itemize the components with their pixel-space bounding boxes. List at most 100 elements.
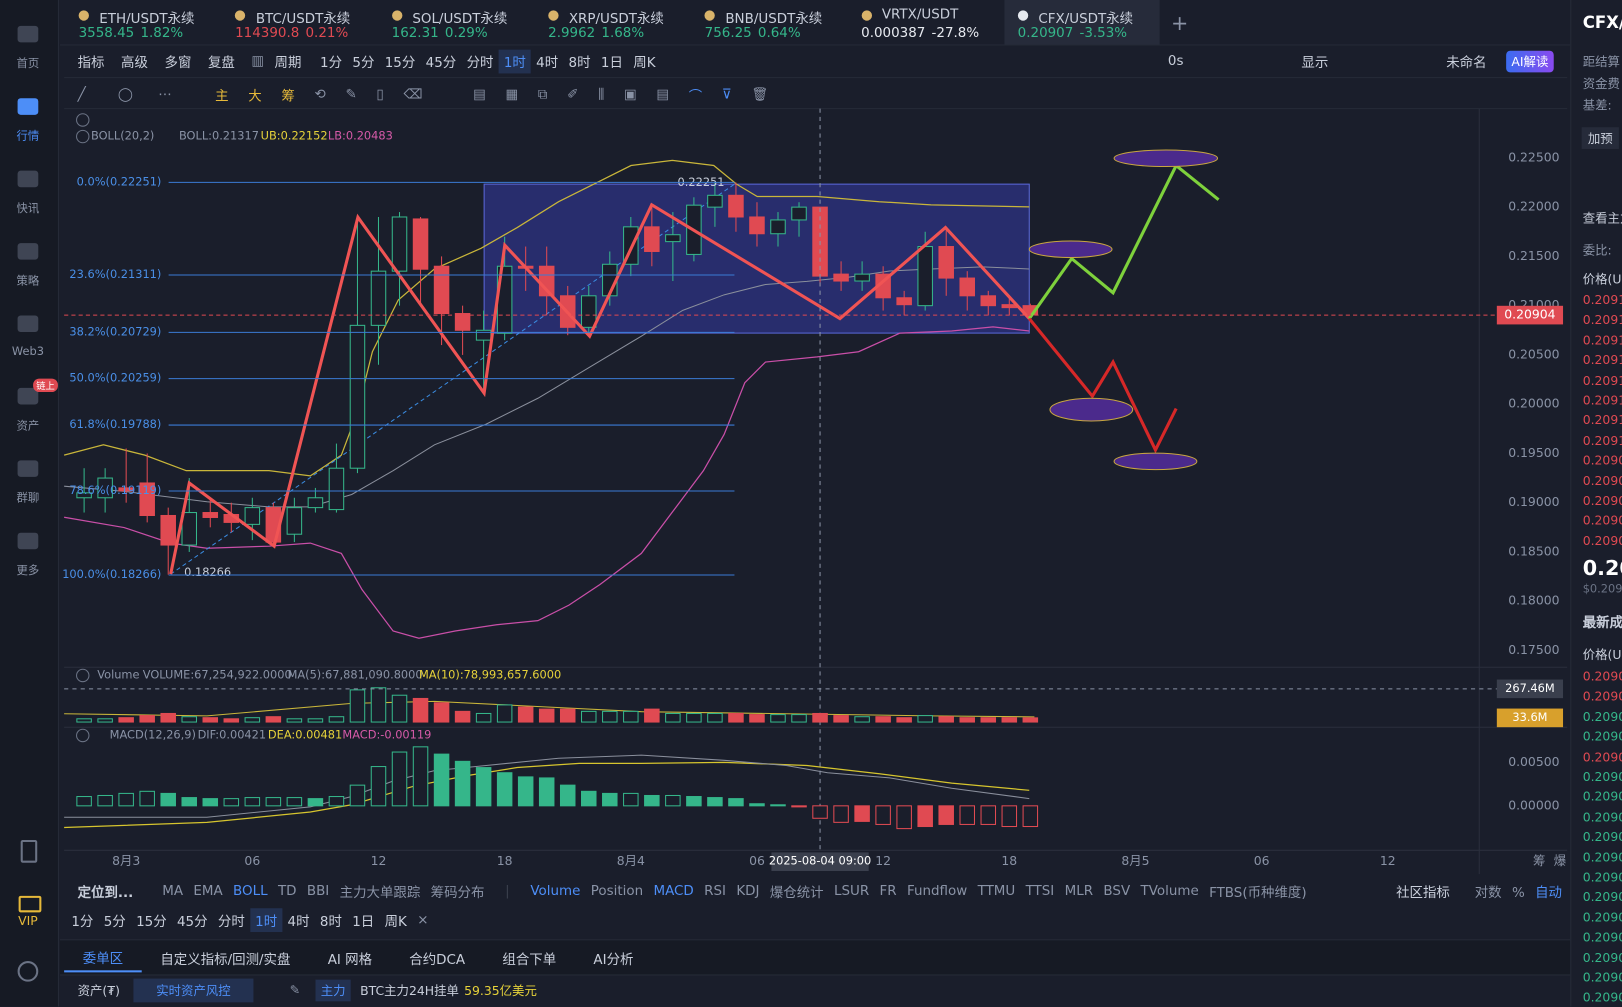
sub-indicator[interactable]: Fundflow [906,882,968,899]
interval-button[interactable]: 8时 [319,913,342,930]
tool-button[interactable]: 指标 [77,55,105,71]
main-indicator[interactable]: 主力大单跟踪 [339,884,421,901]
draw-icon[interactable]: ▯ [376,86,384,102]
interval-button[interactable]: 1日 [600,55,623,71]
interval-button[interactable]: 45分 [425,55,457,71]
chart-type-icon[interactable]: ▥ [251,53,265,69]
symbol-tab[interactable]: VRTX/USDT 0.000387 -27.8% [848,0,1003,44]
draw-icon[interactable]: ✎ [345,86,357,102]
draw-icon[interactable]: ▤ [473,86,486,102]
main-indicator[interactable]: TD [277,882,297,899]
draw-icon[interactable]: ▣ [623,86,637,102]
sidebar-label[interactable]: 策略 [16,274,40,288]
indicator-option[interactable]: 社区指标 [1396,884,1450,901]
expand-icon[interactable] [76,113,90,127]
sub-indicator[interactable]: TVolume [1140,882,1199,899]
toolbar-right-item[interactable]: 显示 [1301,55,1329,71]
panel-button[interactable]: 加预 [1581,127,1619,149]
sidebar-icon[interactable] [17,460,39,477]
symbol-tab[interactable]: ETH/USDT永续 3558.45 1.82% [65,0,220,44]
sub-indicator[interactable]: RSI [704,882,726,899]
indicator-option[interactable]: % [1511,884,1525,901]
sub-indicator[interactable]: BSV [1103,882,1131,899]
symbol-tab[interactable]: BTC/USDT永续 114390.8 0.21% [222,0,377,44]
bottom-tab[interactable]: 自定义指标/回测/实盘 [160,952,291,968]
draw-tool[interactable]: 主 [215,88,229,104]
indicator-option[interactable]: 对数 [1474,884,1502,901]
sidebar-label[interactable]: 行情 [16,129,40,143]
interval-button[interactable]: 分时 [466,55,494,71]
interval-button[interactable]: 5分 [103,913,126,930]
sub-indicator[interactable]: 爆仓统计 [769,884,824,901]
sidebar-icon[interactable] [17,98,39,115]
sub-indicator[interactable]: TTMU [977,882,1016,899]
interval-button[interactable]: 1时 [249,907,283,932]
draw-icon[interactable]: ✐ [567,86,579,102]
sidebar-icon[interactable] [17,315,39,333]
main-indicator[interactable]: BOLL [233,882,268,899]
sub-indicator[interactable]: LSUR [833,882,870,899]
sub-indicator[interactable]: TTSI [1025,882,1055,899]
main-indicator[interactable]: EMA [193,882,223,899]
sidebar-label[interactable]: 首页 [16,56,40,71]
draw-tool[interactable]: 筹 [281,88,295,104]
collapse-icon[interactable] [76,728,90,743]
draw-icon[interactable]: 🗑 [751,86,769,102]
sub-indicator[interactable]: MLR [1064,882,1094,899]
symbol-tab[interactable]: BNB/USDT永续 756.25 0.64% [691,0,846,44]
sidebar-icon[interactable] [17,532,39,550]
draw-icon[interactable]: ▦ [505,86,519,102]
symbol-tab[interactable]: CFX/USDT永续 0.20907 -3.53% [1004,0,1160,45]
collapse-icon[interactable] [76,129,90,144]
toolbar-right-item[interactable]: 0s [1167,53,1184,69]
sidebar-icon[interactable] [17,387,39,405]
add-tab[interactable]: + [1170,10,1189,36]
draw-icon[interactable]: ⌒ [688,88,703,104]
sidebar-label[interactable]: 群聊 [16,491,40,505]
interval-button[interactable]: 15分 [136,913,167,930]
interval-button[interactable]: 4时 [536,55,559,71]
sidebar-label[interactable]: 资产 [16,418,40,433]
bottom-tab[interactable]: 组合下单 [502,952,557,968]
draw-icon[interactable]: ▤ [656,86,670,102]
locate-button[interactable]: 定位到... [77,884,134,901]
interval-button[interactable]: 周K [633,55,656,71]
sidebar-label[interactable]: Web3 [11,344,44,358]
interval-button[interactable]: 1日 [352,913,375,930]
draw-icon[interactable]: ◯ [117,86,133,102]
interval-button[interactable]: 周K [384,913,407,930]
interval-button[interactable]: 15分 [384,55,416,71]
interval-button[interactable]: 45分 [177,913,208,930]
draw-icon[interactable]: ⊽ [721,86,732,102]
sidebar-icon[interactable] [17,25,39,43]
sub-indicator[interactable]: Volume [530,882,581,899]
draw-icon[interactable]: ╱ [77,86,86,102]
bottom-tab[interactable]: AI分析 [593,952,634,968]
vip-icon[interactable] [18,895,42,913]
interval-button[interactable]: 1分 [71,913,94,930]
symbol-tab[interactable]: XRP/USDT永续 2.9962 1.68% [535,0,690,44]
bottom-tab[interactable]: AI 网格 [327,952,373,968]
settings-icon[interactable] [17,960,39,982]
interval-button[interactable]: 8时 [568,55,591,71]
tool-button[interactable]: 多窗 [164,55,192,71]
bottom-tab[interactable]: 合约DCA [409,952,466,968]
sub-indicator[interactable]: FTBS(币种维度) [1209,884,1307,901]
sidebar-icon[interactable] [17,243,39,260]
tool-button[interactable]: 复盘 [207,55,235,71]
symbol-tab[interactable]: SOL/USDT永续 162.31 0.29% [378,0,533,44]
sub-indicator[interactable]: MACD [653,882,694,899]
interval-button[interactable]: 5分 [352,55,375,71]
interval-button[interactable]: 1时 [498,49,532,73]
tool-button[interactable]: 高级 [121,55,148,71]
main-indicator[interactable]: MA [162,882,184,899]
collapse-icon[interactable] [76,668,90,683]
bottom-tab[interactable]: 委单区 [64,944,142,972]
edit-icon[interactable]: ✎ [289,982,301,998]
interval-button[interactable]: 1分 [320,55,343,71]
close-icon[interactable]: × [417,911,429,928]
sub-indicator[interactable]: Position [590,882,644,899]
interval-button[interactable]: 4时 [287,913,310,930]
sidebar-icon[interactable] [17,170,39,188]
draw-icon[interactable]: ⫼ [598,86,605,102]
